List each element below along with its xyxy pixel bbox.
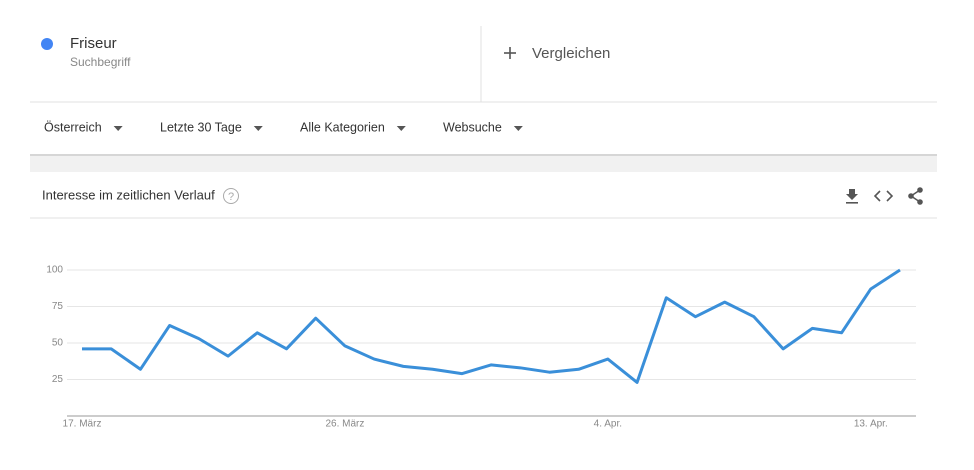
x-tick-label: 26. März [325, 419, 364, 430]
term-type: Suchbegriff [70, 55, 131, 69]
x-tick-label: 17. März [63, 419, 102, 430]
x-tick-label: 4. Apr. [594, 419, 622, 430]
y-tick-label: 75 [52, 301, 64, 312]
dropdown-arrow [513, 126, 523, 131]
y-tick-label: 50 [52, 338, 64, 349]
x-tick-label: 13. Apr. [854, 419, 888, 430]
dropdown-arrow [113, 126, 123, 131]
help-icon-mark: ? [228, 191, 234, 203]
trend-line [82, 268, 901, 384]
y-tick-label: 25 [52, 374, 64, 385]
filter-label[interactable]: Letzte 30 Tage [160, 120, 242, 134]
term-dot [41, 38, 53, 50]
share-icon[interactable] [908, 187, 923, 205]
embed-icon[interactable] [873, 190, 894, 202]
download-icon[interactable] [846, 189, 858, 204]
filter-label[interactable]: Websuche [443, 120, 502, 134]
separator-band [30, 154, 937, 172]
filter-label[interactable]: Alle Kategorien [300, 120, 385, 134]
chart-title: Interesse im zeitlichen Verlauf [42, 187, 215, 202]
y-tick-label: 100 [46, 265, 63, 276]
compare[interactable]: Vergleichen [532, 45, 610, 62]
help-icon[interactable] [223, 188, 239, 204]
term[interactable]: Friseur [70, 35, 117, 52]
filters: Österreich Letzte 30 Tage Alle Kategorien W… [44, 120, 523, 134]
plus-icon[interactable] [504, 47, 516, 59]
dropdown-arrow [253, 126, 263, 131]
filter-label[interactable]: Österreich [44, 120, 102, 134]
dropdown-arrow [396, 126, 406, 131]
